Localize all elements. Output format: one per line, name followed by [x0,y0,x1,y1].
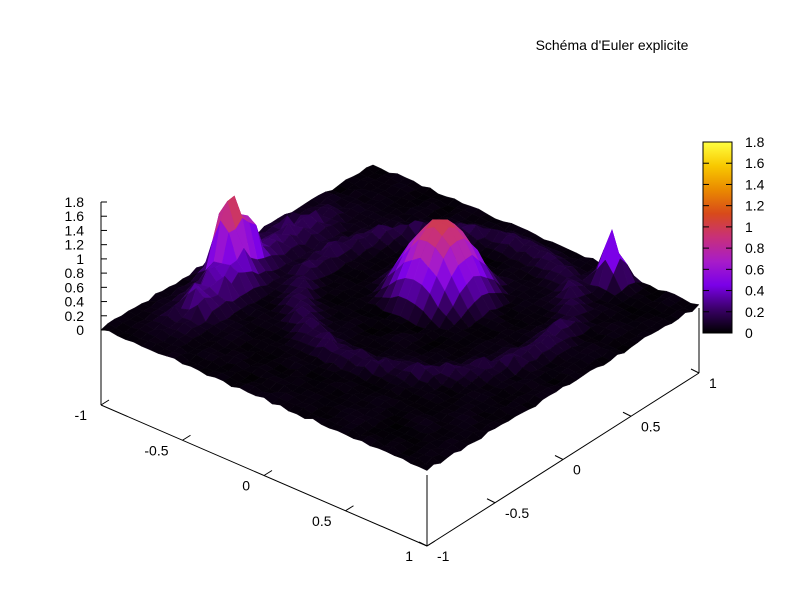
colorbar-tick-label: 0.8 [745,240,765,256]
z-axis-tick-label: 1.8 [65,194,85,210]
y-axis-tick-label: 1 [709,375,717,391]
z-axis-tick-label: 1.6 [65,208,85,224]
z-axis: 00.20.40.60.811.21.41.61.8 [65,194,107,338]
colorbar-tick-label: 1 [745,219,753,235]
y-axis-tick [622,411,632,417]
y-axis-tick-label: -0.5 [505,505,529,521]
x-axis: -1 -0.5 0 0.5 1 [75,399,436,564]
z-axis-tick-label: 0.6 [65,279,85,295]
x-axis-tick [182,434,191,441]
y-axis-tick-label: 0 [573,462,581,478]
z-axis-tick-label: 0 [76,322,84,338]
surface-mesh [100,164,700,471]
colorbar-tick-label: 1.4 [745,176,765,192]
colorbar-tick-label: 0.2 [745,304,765,320]
z-axis-tick-label: 1.2 [65,237,85,253]
colorbar-tick-label: 1.8 [745,134,765,150]
y-axis-tick [486,498,496,504]
x-axis-tick-label: 1 [405,548,413,564]
x-axis-tick-label: 0 [242,478,250,494]
x-axis-tick [345,505,354,512]
y-axis-tick-label: 0.5 [641,418,661,434]
colorbar-tick-label: 1.2 [745,198,765,214]
colorbar [702,141,733,334]
y-axis-tick [554,455,564,460]
z-axis-tick-label: 1.4 [65,222,85,238]
y-axis: -1 -0.5 0 0.5 1 [418,368,717,564]
chart-title: Schéma d'Euler explicite [536,37,689,53]
x-axis-tick-label: 0.5 [312,513,332,529]
x-axis-tick-label: -1 [75,407,88,423]
colorbar-tick-label: 0 [745,325,753,341]
y-axis-tick-label: -1 [437,548,450,564]
z-axis-tick-label: 1 [76,251,84,267]
colorbar-tick-label: 1.6 [745,155,765,171]
x-axis-tick-label: -0.5 [144,442,168,458]
x-axis-tick [263,470,273,476]
x-axis-tick [100,399,110,406]
z-axis-tick-label: 0.2 [65,308,85,324]
x-axis-tick [426,540,436,547]
y-axis-tick [418,541,428,547]
z-axis-tick-label: 0.8 [65,265,85,281]
colorbar-tick-label: 0.4 [745,283,765,299]
y-axis-tick [690,368,700,374]
z-axis-tick-label: 0.4 [65,294,85,310]
colorbar-tick-label: 0.6 [745,261,765,277]
surface-cell [418,463,435,471]
colorbar-axis: 0 0.2 0.4 0.6 0.8 1 1.2 1.4 1.6 1.8 [703,134,765,341]
